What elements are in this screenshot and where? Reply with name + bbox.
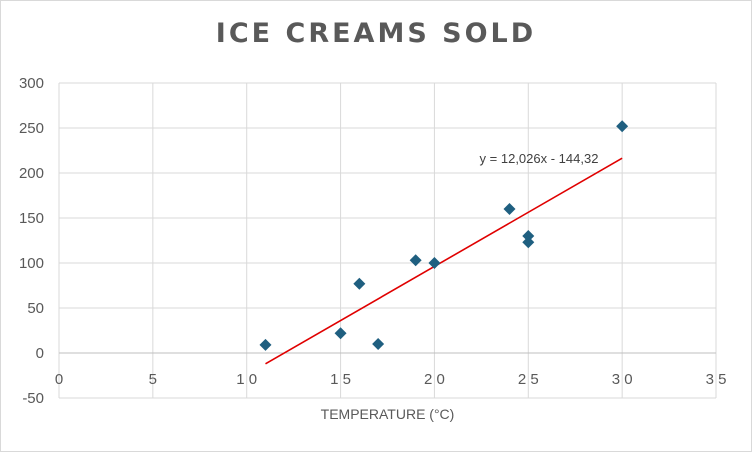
- data-point: [428, 257, 441, 269]
- x-tick-label: 3 0: [612, 371, 633, 388]
- y-tick-labels: -50 0 50 100 150 200 250 300: [19, 75, 44, 407]
- chart-title: ICE CREAMS SOLD: [215, 18, 537, 49]
- y-tick-label: 150: [19, 210, 44, 227]
- data-point: [503, 203, 516, 215]
- data-point: [353, 277, 366, 290]
- y-tick-label: -50: [22, 390, 44, 407]
- data-point: [522, 236, 535, 249]
- x-axis-title: TEMPERATURE (°C): [321, 406, 455, 422]
- y-tick-label: 50: [27, 300, 44, 317]
- gridlines: [58, 82, 717, 399]
- x-tick-label: 1 5: [330, 371, 351, 388]
- y-tick-label: 200: [19, 165, 44, 182]
- x-tick-label: 2 5: [518, 371, 539, 388]
- trendline-group: [265, 157, 623, 365]
- data-point: [372, 338, 385, 350]
- y-tick-label: 100: [19, 255, 44, 272]
- x-tick-label: 5: [149, 371, 157, 388]
- data-points: [259, 120, 629, 351]
- trendline: [265, 157, 623, 365]
- trendline-equation: y = 12,026x - 144,32: [480, 151, 599, 166]
- x-tick-label: 0: [55, 371, 63, 388]
- x-tick-labels: 0 5 1 0 1 5 2 0 2 5 3 0 3 5: [55, 371, 727, 388]
- y-tick-label: 300: [19, 75, 44, 92]
- x-tick-label: 3 5: [706, 371, 727, 388]
- x-tick-label: 2 0: [424, 371, 445, 388]
- data-point: [616, 120, 629, 133]
- data-point: [522, 230, 535, 242]
- data-point: [334, 327, 347, 340]
- data-point: [259, 338, 272, 351]
- x-tick-label: 1 0: [236, 371, 257, 388]
- y-tick-label: 0: [36, 345, 44, 362]
- data-point: [409, 254, 422, 267]
- y-tick-label: 250: [19, 120, 44, 137]
